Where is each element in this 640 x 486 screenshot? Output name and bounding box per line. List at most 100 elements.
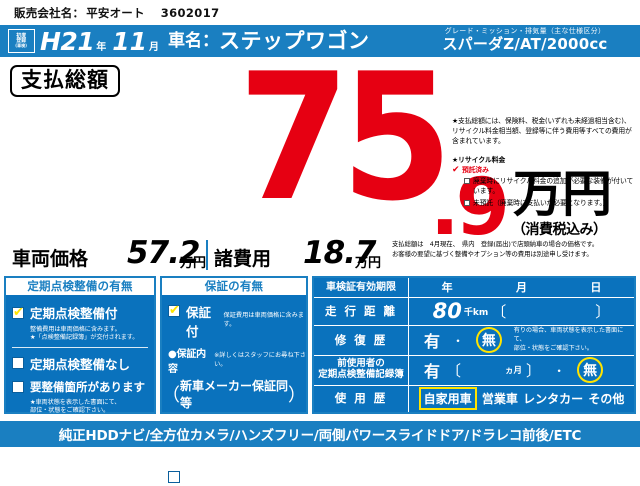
mileage-unit: 千km [463,307,489,318]
recycle-deposited-row[interactable]: ✔ 預託済み [452,164,636,176]
paren-close: ） [288,385,306,406]
mileage-value: 80 [432,299,462,324]
fees-unit: 万円 [355,256,382,271]
badge-line-2: 登録 [16,38,27,44]
check-icon: ✔ [452,164,460,175]
warranty-content-row: ●保証内容 ※詳しくはスタッフにお尋ね下さい。 [162,345,306,375]
inspection-needed-row[interactable]: 要整備箇所があります [6,379,154,395]
prev-record-no-selected[interactable]: 無 [577,357,604,384]
recycle-fee-heading: ★リサイクル料金 [452,155,506,164]
inspection-needed-sub-2: 部位・状態をご確認下さい。 [30,407,110,415]
expiry-label: 車検証有効期限 [314,278,409,298]
total-price-unit: 万円 [513,165,612,223]
table-row-prev-record: 前使用者の 定期点検整備記録簿 有 〔 ヵ月 〕 ・ 無 [314,355,634,386]
usage-value-cell: 自家用車 営業車 レンタカー その他 [409,385,635,412]
warranty-with-label: 保証付 [186,305,212,339]
recycle-option3-row[interactable]: 未預託（廃棄時に支払いが必要となります。） [464,199,636,209]
detail-panel: 車検証有効期限 年 月 日 走 行 距 離 80 千km [312,276,636,414]
recycle-option2-label: 廃棄時にリサイクル料金の追加が必要な装備が付いています。 [473,177,634,196]
warranty-with-row[interactable]: 保証付 保証費用は車両価格に含みます。 [162,302,306,340]
warranty-with-sub: 保証費用は車両価格に含みます。 [223,312,304,328]
expiry-year-unit: 年 [441,281,453,295]
warranty-panel-title: 保証の有無 [162,278,306,295]
warranty-panel: 保証の有無 保証付 保証費用は車両価格に含みます。 ●保証内容 ※詳しくはスタッ… [160,276,308,485]
grade-label: グレード・ミッション・排気量（主な仕様区分） [444,27,606,35]
usage-option-commercial[interactable]: 営業車 [481,392,518,407]
history-note: 有りの場合、車両状態を表示した書面にて、 部位・状態をご確認下さい。 [514,327,633,353]
warranty-content-value-row: （ 新車メーカー保証同等 ） [162,377,306,411]
paren-close: 〕 [526,361,542,380]
vehicle-price-unit: 万円 [180,256,207,271]
grade-block: グレード・ミッション・排気量（主な仕様区分） スパーダZ/AT/2000cc [420,27,630,54]
checkbox-checked-icon [168,303,180,318]
header-bar: 初度 登録 (車検) H21 年 11 月 車名： ステップワゴン グレード・ミ… [0,25,640,57]
inspection-none-row[interactable]: 定期点検整備なし [6,354,154,373]
warranty-content-label: ●保証内容 [168,349,206,375]
prev-record-separator: ・ [553,363,566,378]
total-price-badge-label: 支払総額 [21,68,109,92]
prev-record-label: 前使用者の 定期点検整備記録簿 [314,355,409,386]
inspection-sub-2: ★「点検整備記録簿」が交付されます。 [30,334,139,342]
detail-table: 車検証有効期限 年 月 日 走 行 距 離 80 千km [314,278,634,412]
table-row-usage: 使 用 歴 自家用車 営業車 レンタカー その他 [314,385,634,412]
checkbox-icon [12,380,24,393]
recycle-option2-row[interactable]: 廃棄時にリサイクル料金の追加が必要な装備が付いています。 [464,177,636,197]
warranty-none-row[interactable]: 保証なし [162,467,306,486]
total-price-badge: 支払総額 [10,65,120,97]
inspection-with-row[interactable]: 定期点検整備付 [6,303,154,322]
prev-record-unit: ヵ月 [505,366,523,377]
inspection-needed-sub-1: ★車両状態を表示した書面にて、 [30,398,121,406]
usage-option-rental[interactable]: レンタカー [523,392,584,407]
summary-note: 支払総額は 4月現在、 県内 登録(届出)で店頭納車の場合の価格です。 お客様の… [392,240,638,259]
checkbox-icon [464,178,470,185]
total-price-tax-note: （消費税込み） [512,222,607,238]
history-no-selected[interactable]: 無 [476,327,502,354]
usage-label: 使 用 歴 [314,385,409,412]
price-zone: 支払総額 75 .9 万円 （消費税込み） ★支払総額には、保険料、税金(いずれ… [0,51,640,247]
checkbox-icon [464,200,470,207]
inspection-sub-1: 整備費用は車両価格に含みます。 [30,326,121,333]
inspection-needed-label: 要整備箇所があります [30,379,145,394]
warranty-none-label: 保証なし [186,470,237,485]
paren-open: （ [162,385,180,406]
warranty-divider [168,461,300,462]
fees-label: 諸費用 [214,248,272,270]
usage-option-private[interactable]: 自家用車 [418,387,477,411]
inspection-divider [12,346,148,348]
checkbox-icon [12,357,24,370]
equipment-text: 純正HDDナビ/全方位カメラ/ハンズフリー/両側パワースライドドア/ドラレコ前後… [58,428,582,444]
badge-line-1: 初度 [16,32,27,39]
vehicle-price-value: 57.2 [127,235,200,271]
summary-note-line2: お客様の要望に基づく整備やオプション等の費用は別途申し受けます。 [392,249,593,258]
expiry-value-cell[interactable]: 年 月 日 [408,278,634,298]
price-board: 販売会社名： 平安オート 3602017 初度 登録 (車検) H21 年 11… [0,0,640,453]
vehicle-price-label: 車両価格 [12,248,89,270]
history-yes[interactable]: 有 [424,332,441,352]
prev-record-yes[interactable]: 有 [424,362,441,382]
mileage-value-cell: 80 千km 〔 〕 [408,297,634,326]
price-summary-row: 車両価格 57.2 万円 諸費用 18.7 万円 [0,236,640,276]
summary-note-line1: 支払総額は 4月現在、 県内 登録(届出)で店頭納車の場合の価格です。 [392,240,599,248]
registration-badge: 初度 登録 (車検) [8,29,35,53]
dealer-line: 販売会社名： 平安オート 3602017 [0,0,640,25]
month-unit: 月 [149,42,160,53]
badge-line-3: (車検) [15,43,28,48]
warranty-content-value: 新車メーカー保証同等 [180,379,289,410]
prev-record-label-line2: 定期点検整備記録簿 [318,369,404,381]
dealer-label: 販売会社名： [14,5,85,20]
history-note-line2: 部位・状態をご確認下さい。 [513,344,593,352]
prev-record-label-line1: 前使用者の [337,358,385,370]
dealer-name: 平安オート [86,5,145,20]
registration-year: H21 [40,26,95,56]
notes-block: ★支払総額には、保険料、税金(いずれも未経過相当含む)、リサイクル料金相当額、登… [452,117,636,209]
equipment-strip: 純正HDDナビ/全方位カメラ/ハンズフリー/両側パワースライドドア/ドラレコ前後… [0,421,640,447]
usage-option-other[interactable]: その他 [588,392,625,407]
warranty-content-sub: ※詳しくはスタッフにお尋ね下さい。 [214,352,306,368]
header-vehicle-info: H21 年 11 月 車名： ステップワゴン [40,25,370,57]
inspection-with-label: 定期点検整備付 [30,306,118,321]
mileage-label: 走 行 距 離 [314,297,409,326]
inspection-panel-title: 定期点検整備の有無 [6,278,154,295]
summary-divider [206,240,208,270]
car-name-value: ステップワゴン [219,28,370,53]
year-unit: 年 [96,42,107,53]
